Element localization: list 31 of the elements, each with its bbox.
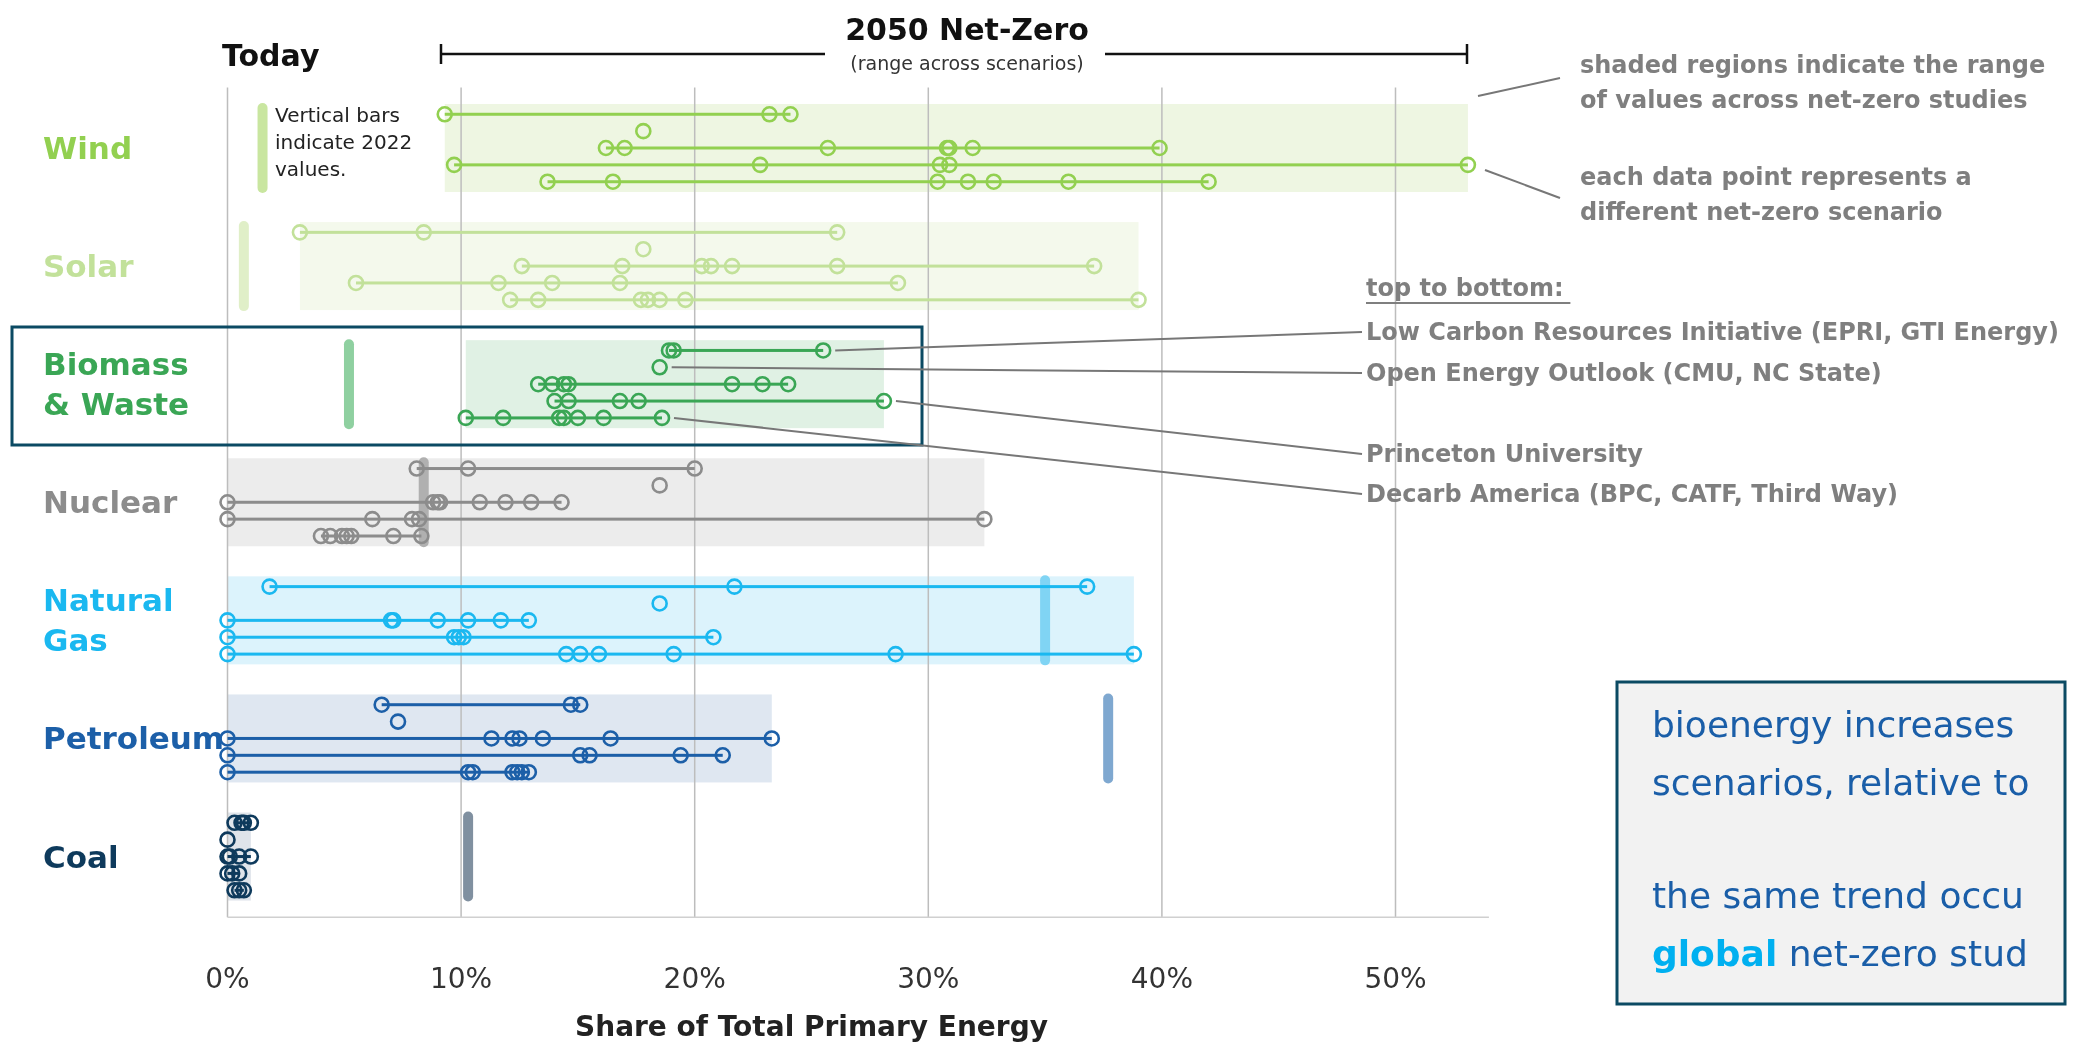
y-tick-label: Natural Gas [43,582,174,659]
chart-subtitle: (range across scenarios) [850,52,1084,74]
annotation: top to bottom: [1366,274,1564,302]
y-tick-label: Nuclear [43,484,178,521]
text: net-zero stud [1788,933,2028,974]
text: each data point represents a different net-zero scenario [1580,163,1972,226]
x-tick-label: 50% [1364,962,1427,995]
text: scenarios, relative to [1652,762,2030,803]
text: Today [222,38,320,73]
y-tick-label: Wind [43,130,133,166]
annotation: Decarb America (BPC, CATF, Third Way) [1366,480,1899,508]
y-tick-label: Petroleum [43,720,225,757]
text: shaded regions indicate the range of values across net-zero studies [1580,51,2046,114]
x-axis-title: Share of Total Primary Energy [575,1010,1048,1043]
x-tick-label: 30% [897,962,960,995]
y-tick-label: Coal [43,838,119,875]
chart-title: 2050 Net-Zero [845,12,1089,47]
x-tick-label: 40% [1130,962,1194,995]
x-tick-label: 0% [205,962,250,995]
annotation: Open Energy Outlook (CMU, NC State) [1366,359,1882,387]
annotation: Low Carbon Resources Initiative (EPRI, GTI Energy) [1366,318,2059,346]
text: bioenergy increases [1652,704,2015,745]
point [553,493,570,511]
x-tick-label: 20% [663,962,726,995]
annotation: Princeton University [1366,440,1644,468]
annotation: Vertical bars indicate 2022 values. [275,103,413,181]
y-tick-label: Solar [43,248,135,285]
x-tick-label: 10% [429,962,493,995]
text: the same trend occu [1652,875,2024,916]
y-tick-label: Biomass & Waste [43,346,190,423]
text: global [1652,933,1778,974]
